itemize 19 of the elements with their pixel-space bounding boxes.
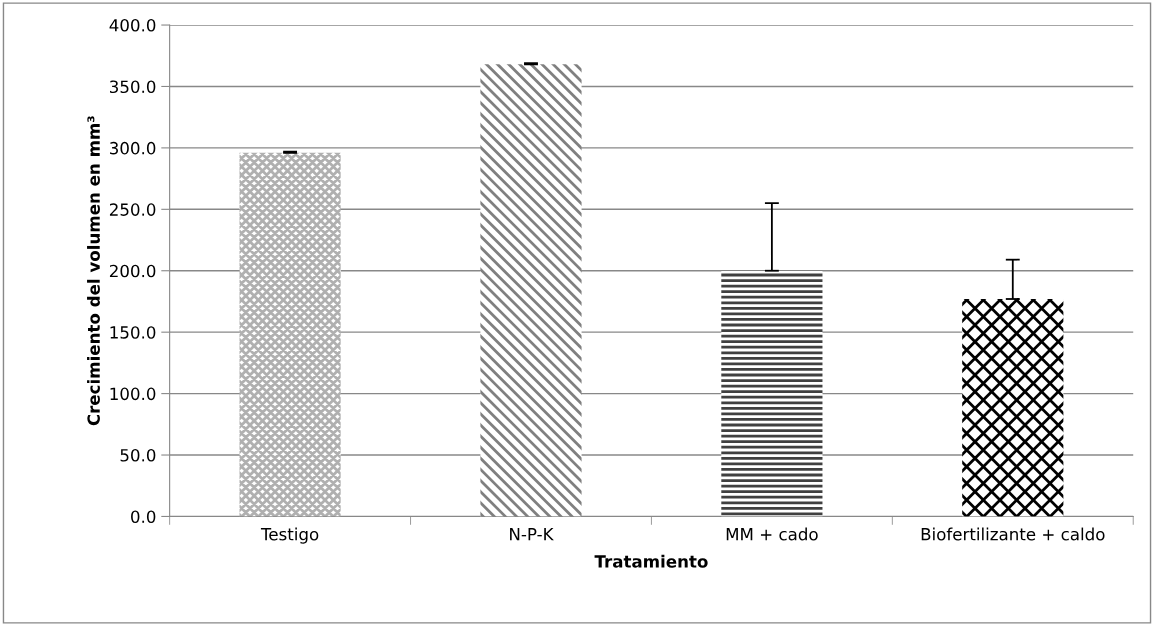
y-tick-label: 50.0 — [120, 448, 156, 462]
y-tick-label: 300.0 — [110, 141, 156, 155]
x-tick-label: MM + cado — [726, 527, 818, 541]
y-tick-label: 200.0 — [109, 264, 156, 278]
bar — [239, 152, 341, 517]
bar — [962, 299, 1064, 517]
y-axis-title: Crecimiento del volumen en mm³ — [87, 116, 100, 426]
x-tick-label: N-P-K — [510, 528, 554, 541]
bar — [480, 64, 582, 517]
y-tick-label: 0.0 — [131, 510, 156, 524]
x-axis-title: Tratamiento — [594, 554, 708, 568]
y-tick-label: 400.0 — [109, 19, 156, 32]
x-tick-label: Testigo — [260, 527, 319, 544]
y-tick-label: 350.0 — [110, 80, 156, 94]
y-tick-label: 100.0 — [110, 387, 156, 401]
x-tick-label: Biofertilizante + caldo — [921, 527, 1105, 541]
y-tick-label: 150.0 — [110, 326, 156, 339]
bar — [721, 270, 823, 517]
y-tick-label: 250.0 — [109, 203, 156, 216]
